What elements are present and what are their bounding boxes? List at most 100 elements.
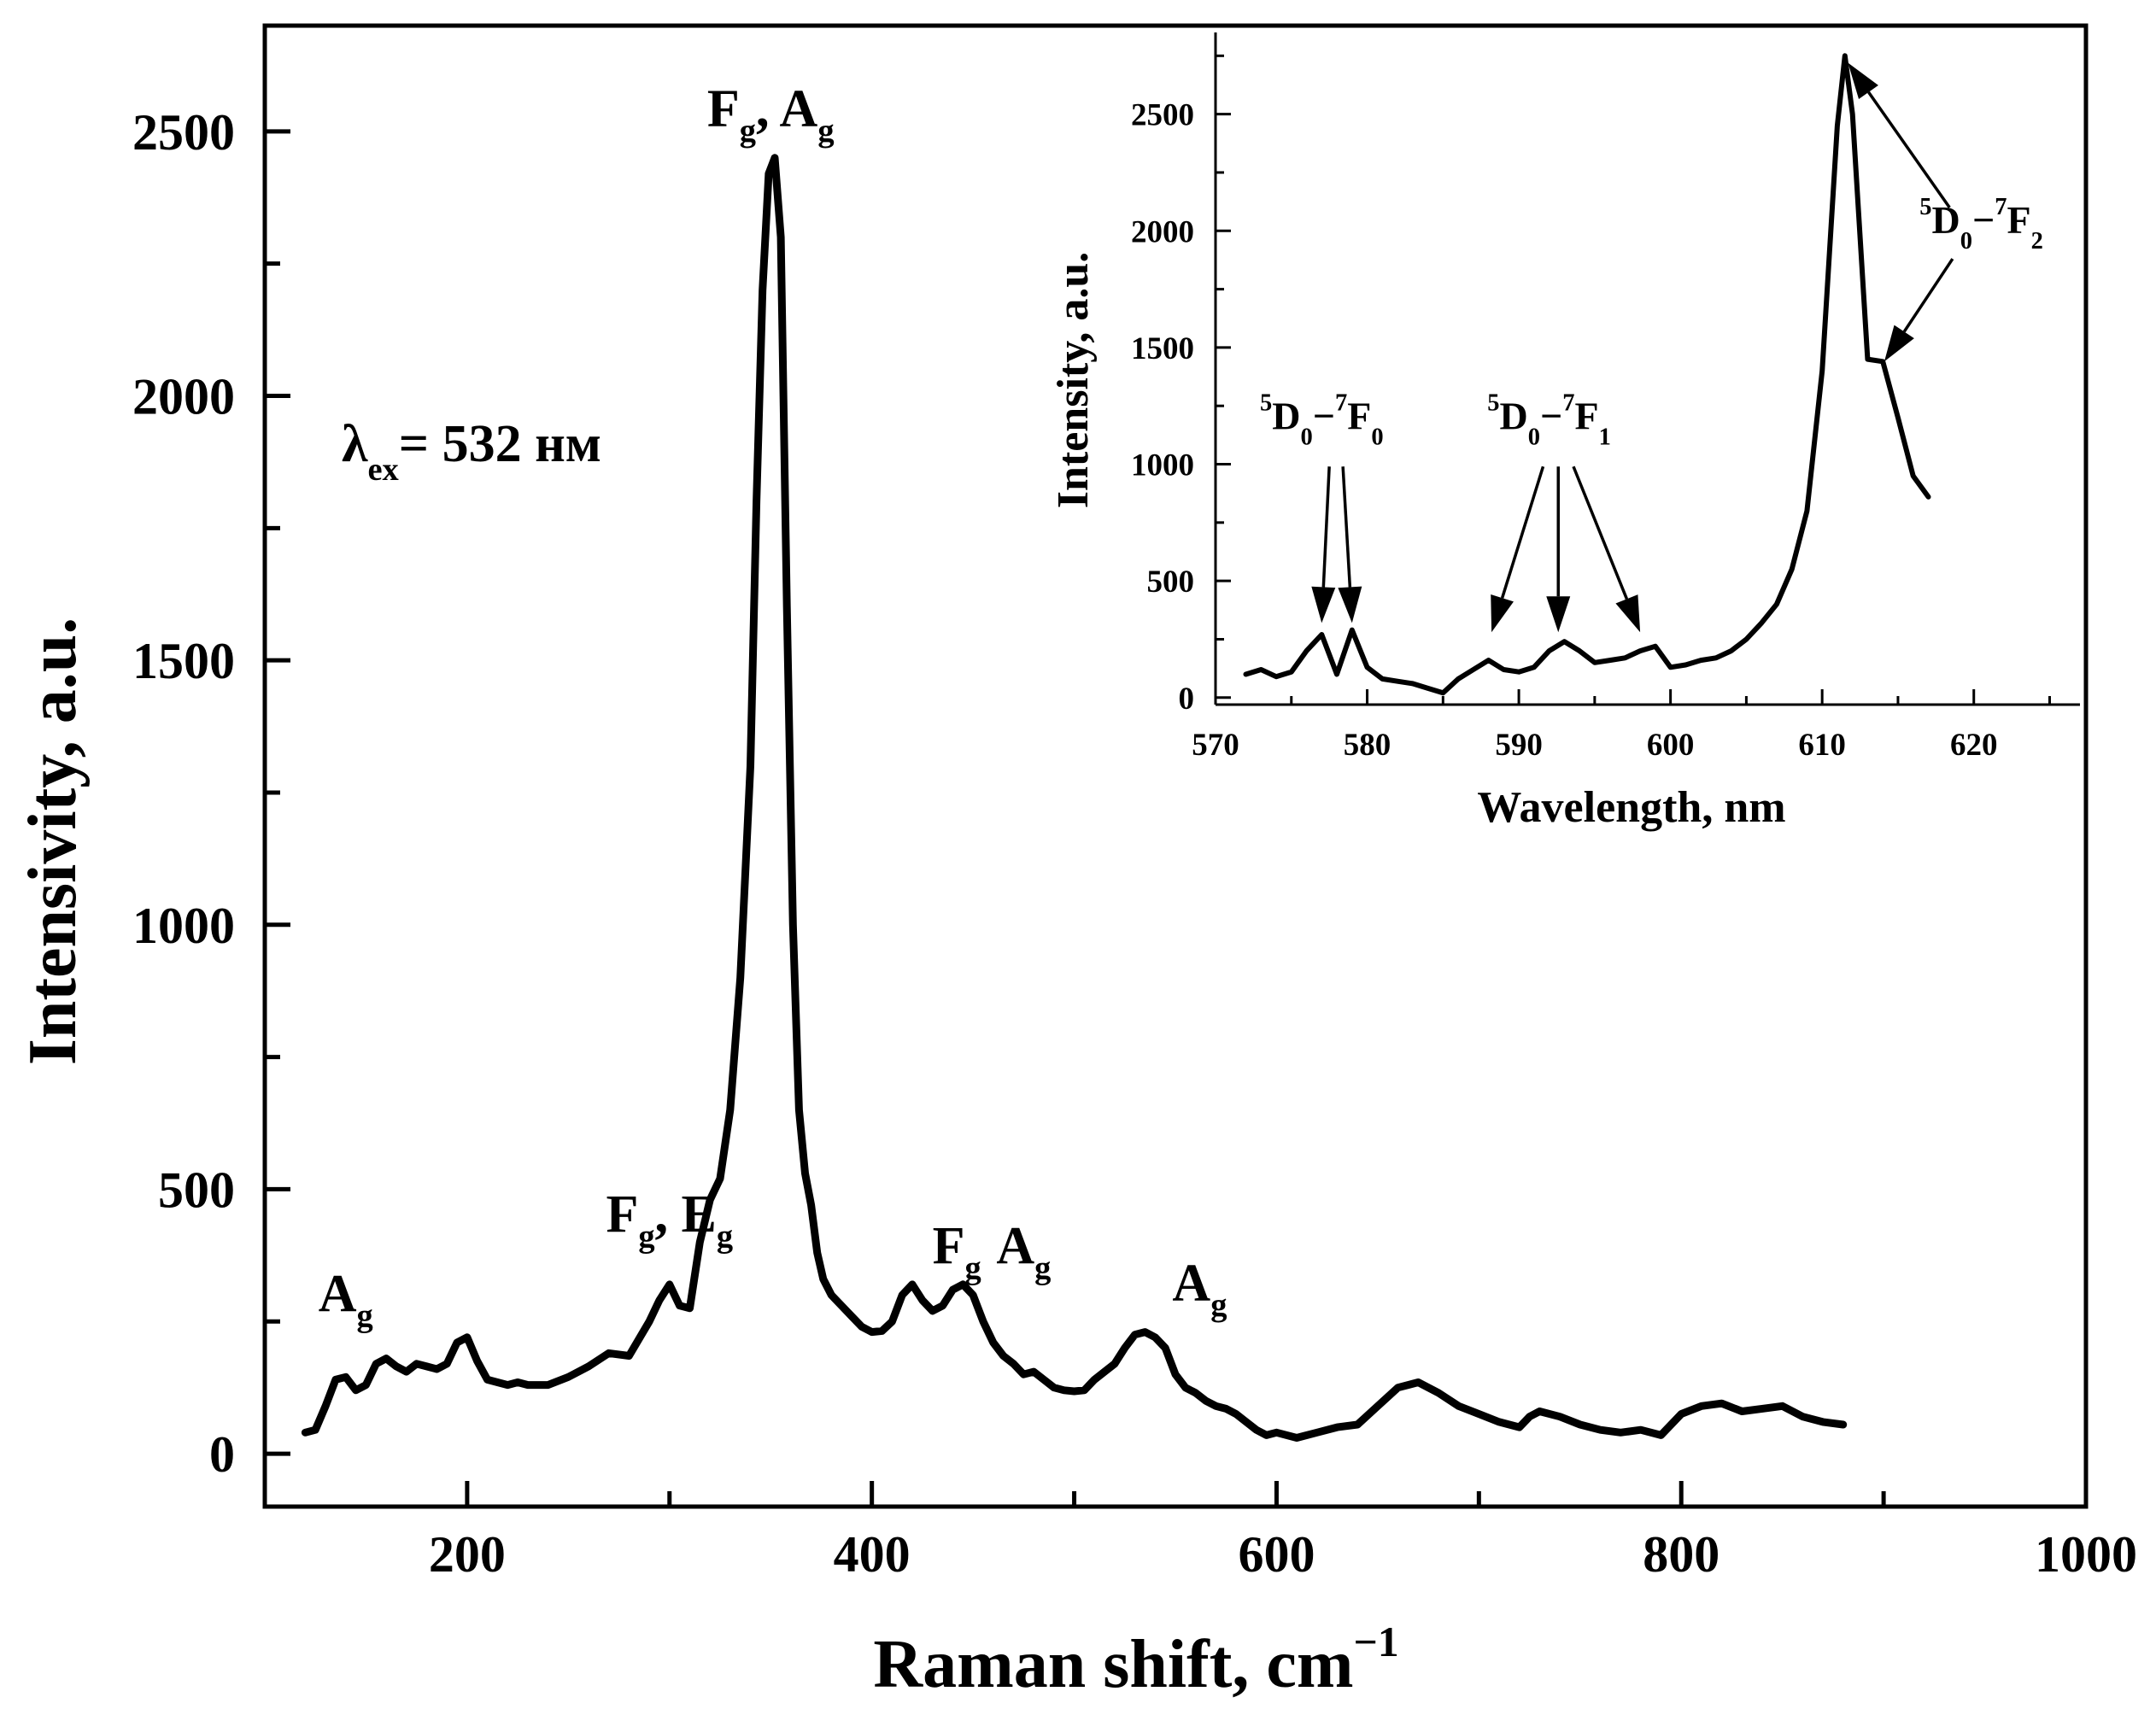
raman-y-tick-label: 2500 [132,104,235,161]
transition-label-f2-part: 2 [2031,228,2043,255]
transition-label-f2-part: F [2007,198,2031,242]
transition-arrow [1311,466,1336,623]
raman-y-tick-label: 2000 [132,369,235,425]
peak-label-ag-470: Ag [996,1217,1051,1286]
peak-label-ag-562-part: A [1172,1254,1210,1312]
transition-label-f1-part: D [1500,395,1528,438]
transition-arrow-head [1546,596,1571,633]
inset-ticks [1214,54,2051,705]
peak-label-ag-140: Ag [319,1265,373,1334]
transition-arrow [1338,466,1362,623]
transition-arrow-shaft [1321,466,1331,588]
transition-label-f0: 5D0−7F0 [1260,390,1384,451]
raman-x-axis-title-sup: −1 [1354,1618,1399,1665]
excitation-value: = 532 нм [399,415,601,473]
transition-label-f1-part: F [1575,395,1599,438]
peak-label-fg-eg-310-part: , E [655,1185,717,1244]
peak-label-fg-ag-355-part: g [817,114,834,149]
raman-x-tick-label: 200 [429,1526,506,1583]
transition-arrow-head [1848,62,1878,99]
inset-y-tick-label: 1000 [1131,448,1194,483]
raman-x-tick-label: 400 [834,1526,911,1583]
inset-x-tick-label: 600 [1647,728,1695,763]
excitation-symbol: λ [342,415,368,473]
transition-label-f0-part: F [1347,395,1371,438]
transition-arrow-head [1615,594,1641,633]
transition-arrow-head [1311,586,1336,623]
inset-y-tick-label: 2000 [1131,214,1194,249]
transition-arrow-shaft [1902,258,1954,333]
inset-y-tick-label: 500 [1147,565,1195,600]
transition-arrow-head [1338,586,1362,623]
raman-y-tick-label: 1500 [132,633,235,689]
peak-label-fg-eg-310-part: g [717,1219,733,1255]
transition-arrow [1884,258,1954,362]
inset-y-tick-label: 1500 [1131,331,1194,366]
transition-arrow-shaft [1867,91,1951,208]
transition-arrow [1572,465,1641,633]
inset-x-tick-label: 590 [1495,728,1543,763]
luminescence-line [1243,53,1931,696]
raman-y-tick-label: 1000 [132,898,235,954]
main-plot-frame [262,23,2089,1509]
inset-x-tick-label: 570 [1192,728,1239,763]
peak-label-ag-470-part: A [996,1217,1034,1275]
transition-label-f1-part: 1 [1599,424,1611,451]
raman-y-tick-label: 0 [209,1426,235,1483]
peak-label-fg-eg-310-part: F [606,1185,638,1244]
peak-label-fg-440: Fg [933,1217,981,1286]
transition-label-f1-part: − [1540,395,1562,438]
transition-label-f0-part: 0 [1371,424,1383,451]
raman-x-axis-title: Raman shift, cm−1 [873,1618,1398,1702]
raman-y-axis-title: Intensivity, a.u. [15,617,91,1066]
peak-label-fg-ag-355-part: , A [756,80,818,138]
peak-label-ag-562: Ag [1172,1254,1227,1323]
peak-label-ag-562-part: g [1210,1287,1227,1323]
inset-x-tick-label: 620 [1950,728,1998,763]
peak-label-fg-ag-355-part: F [707,80,740,138]
raman-x-tick-label: 800 [1643,1526,1720,1583]
transition-arrow-shaft [1572,465,1629,600]
excitation-wavelength-label: λex= 532 нм [342,415,601,488]
inset-y-tick-label: 2500 [1131,98,1194,133]
transition-label-f1: 5D0−7F1 [1487,390,1611,451]
transition-arrow [1848,62,1951,208]
peak-label-fg-ag-355-part: g [740,114,756,149]
peak-label-fg-ag-355: Fg, Ag [707,80,835,149]
transition-label-f2-part: 0 [1960,228,1972,255]
transition-arrows [1311,62,1954,633]
peak-label-ag-140-part: g [357,1298,373,1334]
transition-arrow-shaft [1341,466,1352,588]
raman-x-tick-label: 600 [1238,1526,1315,1583]
inset-x-tick-label: 610 [1798,728,1846,763]
transition-label-f2: 5D0−7F2 [1919,194,2043,255]
raman-spectrum-line [301,154,1848,1442]
transition-label-f0-part: 0 [1300,424,1312,451]
peak-label-fg-440-part: F [933,1217,965,1275]
excitation-subscript: ex [367,452,398,488]
peak-label-fg-eg-310-part: g [638,1219,654,1255]
transition-label-f0-part: 7 [1335,390,1347,417]
transition-label-f2-part: 5 [1919,194,1931,220]
inset-x-axis-title: Wavelength, nm [1477,783,1785,832]
transition-label-f1-part: 7 [1562,390,1574,417]
transition-label-f1-part: 0 [1528,424,1540,451]
inset-x-tick-label: 580 [1344,728,1391,763]
transition-label-f2-part: 7 [1995,194,2007,220]
transition-arrow [1491,465,1545,633]
raman-x-tick-label: 1000 [2035,1526,2137,1583]
transition-label-f1-part: 5 [1487,390,1499,417]
raman-x-axis-title-text: Raman shift, cm [873,1627,1353,1702]
inset-y-tick-label: 0 [1179,682,1195,717]
transition-label-f2-part: − [1972,198,1995,242]
peak-label-fg-eg-310: Fg, Eg [606,1185,733,1255]
peak-label-fg-440-part: g [964,1250,981,1286]
transition-arrow-shaft [1500,465,1545,599]
raman-y-tick-label: 500 [158,1162,235,1218]
